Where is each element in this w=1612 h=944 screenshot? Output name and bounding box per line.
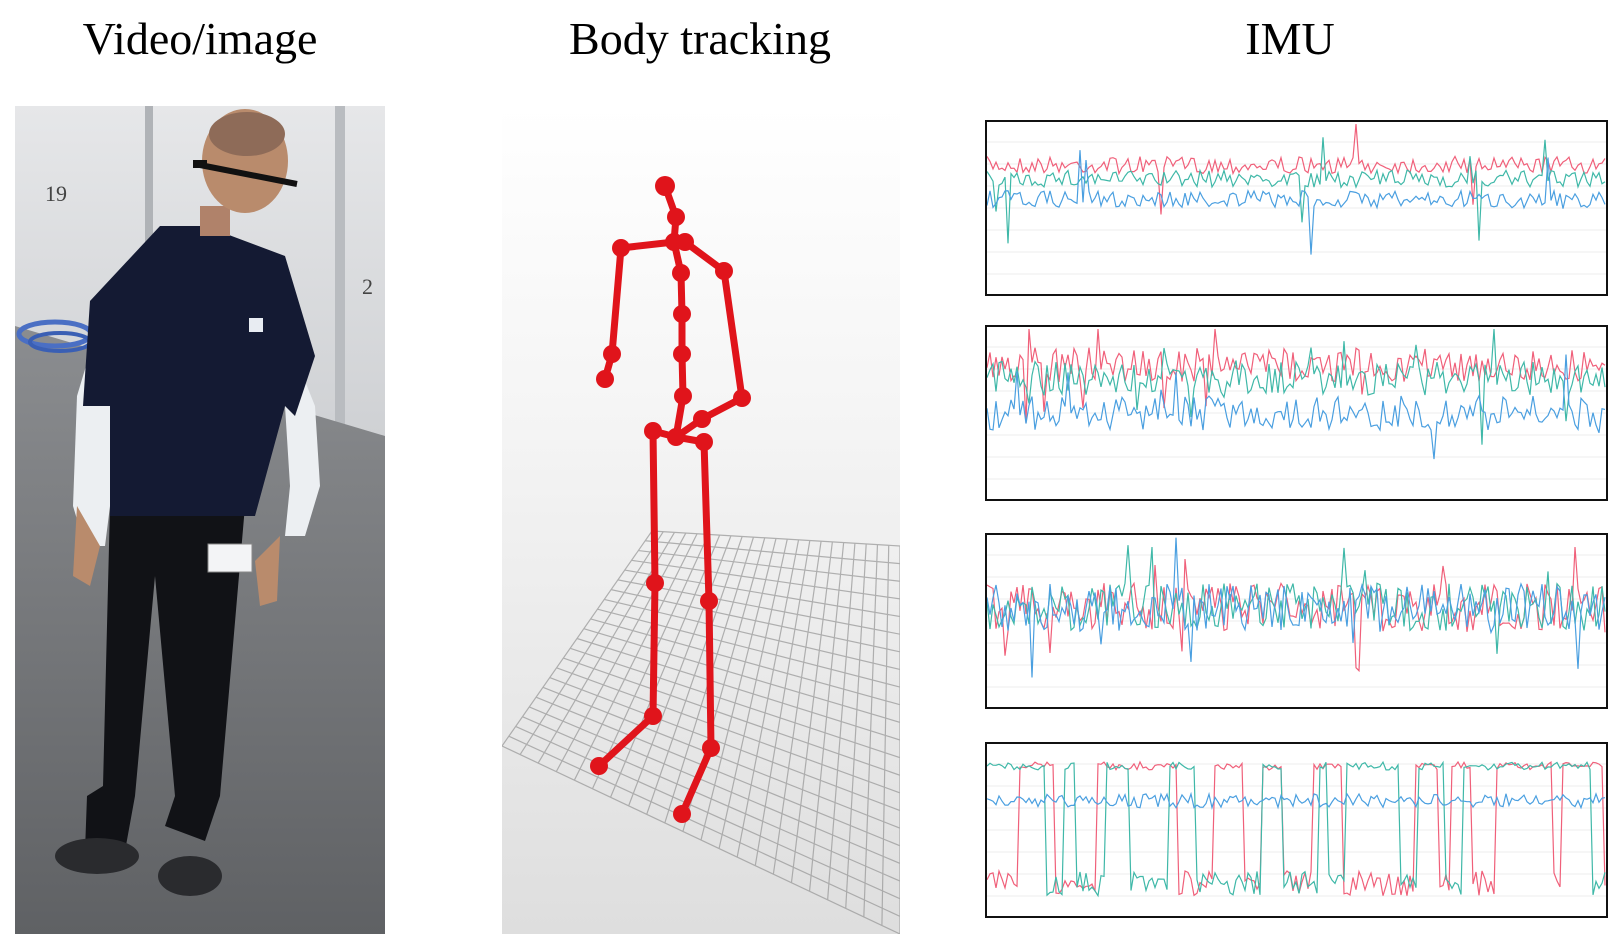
body-tracking-heading: Body tracking (569, 13, 831, 64)
person-photo: 19 2 (15, 106, 385, 934)
grid-line (556, 667, 900, 794)
imu-series-red (987, 123, 1606, 215)
id-badge (207, 543, 253, 573)
imu-series-red (987, 760, 1606, 897)
grid-line (827, 543, 856, 900)
skeleton-joint (672, 264, 690, 282)
grid-line (845, 543, 867, 909)
imu-heading: IMU (1245, 13, 1335, 64)
grid-line (790, 541, 833, 883)
imu-series-green (987, 545, 1606, 654)
wall-number: 19 (45, 181, 67, 206)
glasses-frame (193, 160, 207, 168)
imu-series-green (987, 760, 1606, 898)
skeleton-bone (705, 597, 715, 752)
skeleton-joint (733, 389, 751, 407)
skeleton-joint (667, 208, 685, 226)
video-image-heading: Video/image (82, 13, 318, 64)
neck (200, 206, 230, 236)
skeleton-joint (674, 387, 692, 405)
skeleton-joint (700, 592, 718, 610)
skeleton-joint (667, 428, 685, 446)
skeleton-joint (702, 739, 720, 757)
skeleton-joint (646, 574, 664, 592)
skeleton-joint (655, 176, 675, 196)
skeleton (590, 176, 751, 823)
skeleton-joint (695, 433, 713, 451)
skeleton-joint (612, 239, 630, 257)
imu-series-green (987, 137, 1606, 244)
imu-series-blue (987, 537, 1606, 678)
skeleton-bone (649, 427, 659, 587)
grid-line (569, 647, 900, 759)
grid-line (772, 541, 822, 875)
skeleton-joint (673, 305, 691, 323)
grid-line (808, 542, 845, 892)
grid-line (563, 657, 900, 776)
imu-series-red (987, 546, 1606, 673)
shaved-hair (209, 112, 285, 156)
imu-signal-1 (987, 123, 1606, 275)
imu-signal-4 (987, 760, 1606, 898)
imu-series-blue (987, 354, 1606, 460)
body-tracking-panel (502, 106, 900, 934)
imu-plot-3 (985, 533, 1608, 709)
grid-line (718, 539, 788, 849)
grid-line (522, 716, 900, 882)
skeleton-bone (720, 267, 746, 402)
skeleton-joint (596, 370, 614, 388)
imu-plot-1 (985, 120, 1608, 296)
imu-series-blue (987, 150, 1606, 255)
floor-grid (502, 530, 900, 934)
grid-line (736, 539, 800, 858)
grid-line (700, 538, 777, 841)
imu-plot-4 (985, 742, 1608, 918)
grid-line (515, 725, 900, 900)
wall-partition (145, 106, 153, 336)
imu-signal-2 (987, 328, 1606, 480)
imu-signal-3 (987, 537, 1606, 688)
skeleton-joint (644, 422, 662, 440)
tshirt (83, 226, 315, 516)
skeleton-joint (644, 707, 662, 725)
imu-series-red (987, 328, 1606, 423)
imu-series-green (987, 328, 1606, 445)
skeleton-view (502, 176, 900, 934)
skeleton-bone (608, 244, 625, 358)
left-hand (73, 506, 100, 586)
shirt-logo (249, 318, 263, 332)
wall-number: 2 (362, 274, 373, 299)
skeleton-joint (673, 805, 691, 823)
skeleton-joint (715, 262, 733, 280)
right-shoe (158, 856, 222, 896)
skeleton-bone (649, 579, 659, 720)
imu-series-blue (987, 791, 1606, 810)
wall-partition (335, 106, 345, 436)
skeleton-joint (590, 757, 608, 775)
grid-line (881, 545, 890, 926)
skeleton-joint (676, 233, 694, 251)
grid-line (542, 686, 900, 829)
imu-plot-2 (985, 325, 1608, 501)
skeleton-joint (673, 345, 691, 363)
grid-line (549, 677, 900, 812)
grid-line (502, 745, 900, 934)
grid-line (508, 735, 900, 917)
trousers (85, 506, 245, 851)
grid-line (535, 696, 900, 847)
skeleton-bone (700, 438, 713, 605)
grid-line (863, 544, 879, 917)
skeleton-joint (603, 345, 621, 363)
left-shoe (55, 838, 139, 874)
skeleton-bone (678, 744, 715, 818)
right-hand (255, 536, 280, 606)
grid-line (754, 540, 811, 866)
skeleton-joint (693, 410, 711, 428)
skeleton-bone (595, 712, 657, 770)
grid-line (529, 706, 900, 865)
video-image-panel: 19 2 (15, 106, 385, 934)
